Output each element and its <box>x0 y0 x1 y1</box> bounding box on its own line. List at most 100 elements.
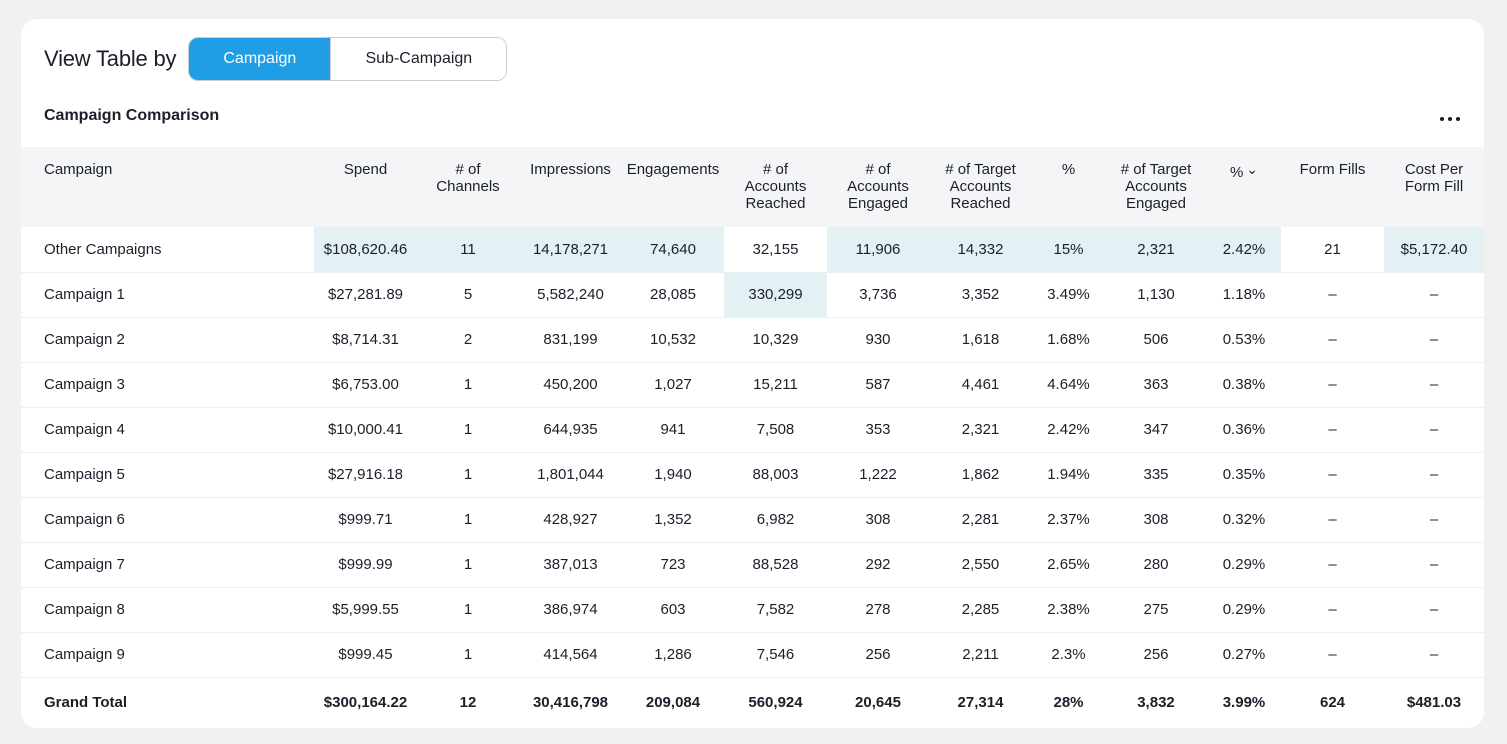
table-cell: 386,974 <box>519 587 622 633</box>
more-horizontal-icon[interactable] <box>1435 109 1465 129</box>
grand-total-cell: $481.03 <box>1384 676 1484 727</box>
table-cell: $999.45 <box>314 632 417 678</box>
table-cell: $108,620.46 <box>314 227 417 273</box>
table-row[interactable]: Other Campaigns $108,620.46 11 14,178,271 74… <box>21 227 1484 273</box>
table-cell: 1,940 <box>622 452 724 498</box>
campaign-name-cell: Campaign 8 <box>21 587 314 633</box>
column-header[interactable]: Cost Per Form Fill <box>1384 147 1484 227</box>
column-header-label: Reached <box>950 195 1011 212</box>
grand-total-cell: 20,645 <box>827 676 929 727</box>
column-header[interactable]: % ⌄ <box>1207 147 1281 227</box>
column-header-label: Form Fill <box>1404 178 1464 195</box>
table-cell: 10,329 <box>724 317 827 363</box>
table-cell: 1.68% <box>1032 317 1105 363</box>
table-cell: 1.94% <box>1032 452 1105 498</box>
sub-campaign-toggle-button[interactable]: Sub-Campaign <box>330 38 507 80</box>
campaign-comparison-card: View Table by Campaign Sub-Campaign Camp… <box>21 19 1484 728</box>
table-cell: 831,199 <box>519 317 622 363</box>
table-cell: – <box>1281 362 1384 408</box>
grand-total-cell: 27,314 <box>929 676 1032 727</box>
table-row[interactable]: Campaign 8 $5,999.55 1 386,974 603 7,582 278 2,… <box>21 587 1484 633</box>
table-cell: 0.27% <box>1207 632 1281 678</box>
table-cell: 1,286 <box>622 632 724 678</box>
table-cell: 330,299 <box>724 272 827 318</box>
column-header-label: Campaign <box>44 161 113 178</box>
table-cell: – <box>1384 497 1484 543</box>
grand-total-cell: 28% <box>1032 676 1105 727</box>
table-cell: 1 <box>417 542 519 588</box>
column-header-label: # of <box>762 161 789 178</box>
table-cell: 1,862 <box>929 452 1032 498</box>
table-row[interactable]: Campaign 5 $27,916.18 1 1,801,044 1,940 88,00… <box>21 452 1484 498</box>
table-cell: 0.32% <box>1207 497 1281 543</box>
table-cell: 256 <box>1105 632 1207 678</box>
table-row[interactable]: Campaign 1 $27,281.89 5 5,582,240 28,085 330,… <box>21 272 1484 318</box>
table-cell: 2,211 <box>929 632 1032 678</box>
column-header[interactable]: # of Target Accounts Reached <box>929 147 1032 227</box>
campaign-name-cell: Other Campaigns <box>21 227 314 273</box>
column-header[interactable]: Campaign <box>21 147 314 227</box>
grand-total-cell: 30,416,798 <box>519 676 622 727</box>
table-row[interactable]: Campaign 2 $8,714.31 2 831,199 10,532 10,329 9… <box>21 317 1484 363</box>
table-cell: 21 <box>1281 227 1384 273</box>
table-cell: 4.64% <box>1032 362 1105 408</box>
column-header-label: Accounts <box>847 178 909 195</box>
campaign-toggle-button[interactable]: Campaign <box>189 38 331 80</box>
table-cell: 308 <box>1105 497 1207 543</box>
table-cell: 3,352 <box>929 272 1032 318</box>
column-header[interactable]: Impressions <box>519 147 622 227</box>
campaign-name-cell: Campaign 3 <box>21 362 314 408</box>
table-cell: – <box>1384 587 1484 633</box>
table-cell: 1 <box>417 362 519 408</box>
grand-total-cell: $300,164.22 <box>314 676 417 727</box>
table-row[interactable]: Campaign 6 $999.71 1 428,927 1,352 6,982 308 2,… <box>21 497 1484 543</box>
table-row[interactable]: Campaign 9 $999.45 1 414,564 1,286 7,546 256 2,… <box>21 632 1484 678</box>
table-cell: 2,321 <box>929 407 1032 453</box>
table-row[interactable]: Campaign 4 $10,000.41 1 644,935 941 7,508 353 2… <box>21 407 1484 453</box>
column-header-label: % <box>1061 161 1076 178</box>
column-header[interactable]: # of Accounts Reached <box>724 147 827 227</box>
table-cell: 3.49% <box>1032 272 1105 318</box>
chevron-down-icon[interactable]: ⌄ <box>1246 161 1259 177</box>
table-cell: $27,916.18 <box>314 452 417 498</box>
column-header[interactable]: # of Accounts Engaged <box>827 147 929 227</box>
column-header-label: Engaged <box>847 195 909 212</box>
table-cell: 0.29% <box>1207 542 1281 588</box>
view-table-by: View Table by Campaign Sub-Campaign <box>44 37 508 81</box>
table-cell: 88,003 <box>724 452 827 498</box>
table-cell: 353 <box>827 407 929 453</box>
table-cell: 14,332 <box>929 227 1032 273</box>
table-cell: 74,640 <box>622 227 724 273</box>
table-cell: 2,281 <box>929 497 1032 543</box>
table-cell: $5,999.55 <box>314 587 417 633</box>
table-cell: 1,222 <box>827 452 929 498</box>
campaign-name-cell: Campaign 1 <box>21 272 314 318</box>
campaign-name-cell: Campaign 5 <box>21 452 314 498</box>
table-cell: 387,013 <box>519 542 622 588</box>
grand-total-cell: 3.99% <box>1207 676 1281 727</box>
column-header[interactable]: % <box>1032 147 1105 227</box>
table-cell: – <box>1384 632 1484 678</box>
column-header[interactable]: # of Channels <box>417 147 519 227</box>
table-row[interactable]: Campaign 3 $6,753.00 1 450,200 1,027 15,211 58… <box>21 362 1484 408</box>
table-cell: 308 <box>827 497 929 543</box>
table-cell: 292 <box>827 542 929 588</box>
table-cell: 7,582 <box>724 587 827 633</box>
column-header[interactable]: Engagements <box>622 147 724 227</box>
table-cell: – <box>1281 542 1384 588</box>
table-row[interactable]: Campaign 7 $999.99 1 387,013 723 88,528 292 2,5… <box>21 542 1484 588</box>
column-header-label: Spend <box>343 161 388 178</box>
column-header[interactable]: # of Target Accounts Engaged <box>1105 147 1207 227</box>
table-cell: 15% <box>1032 227 1105 273</box>
column-header[interactable]: Form Fills <box>1281 147 1384 227</box>
column-header-label: # of <box>865 161 891 178</box>
table-cell: 1 <box>417 587 519 633</box>
column-header-label: Accounts <box>744 178 807 195</box>
table-body: Other Campaigns $108,620.46 11 14,178,271 74… <box>21 227 1484 678</box>
table-cell: 335 <box>1105 452 1207 498</box>
table-cell: 347 <box>1105 407 1207 453</box>
column-header[interactable]: Spend <box>314 147 417 227</box>
table-cell: – <box>1281 497 1384 543</box>
table-cell: 0.36% <box>1207 407 1281 453</box>
table-cell: 7,508 <box>724 407 827 453</box>
